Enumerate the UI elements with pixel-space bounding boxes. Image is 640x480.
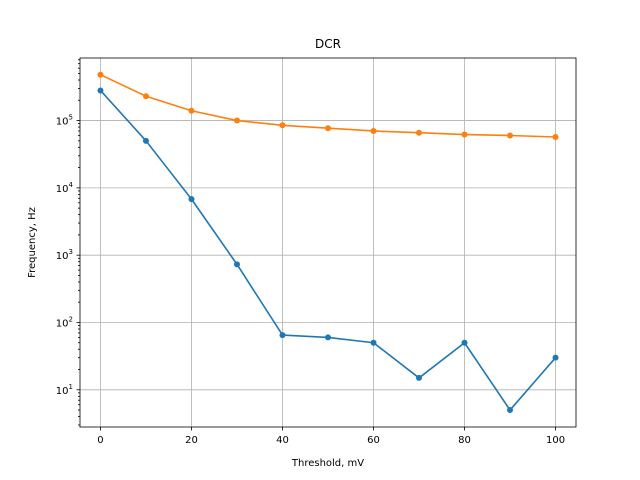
data-point (325, 334, 331, 341)
data-point (325, 125, 331, 132)
data-point (233, 261, 240, 268)
data-point (416, 374, 423, 381)
data-point (461, 131, 468, 138)
x-tick-label: 20 (185, 435, 198, 446)
data-point (97, 71, 104, 78)
data-point (97, 87, 104, 94)
data-point (188, 196, 195, 203)
y-tick-label: 102 (56, 315, 73, 329)
y-tick-label: 103 (56, 248, 73, 262)
x-axis: 0 20 40 60 80 100 (97, 427, 565, 446)
x-tick-label: 40 (276, 435, 289, 446)
chart-title: DCR (315, 37, 341, 51)
grid (80, 58, 576, 427)
y-tick-label: 105 (56, 114, 73, 128)
data-point (370, 339, 377, 346)
y-axis-label: Frequency, Hz (27, 207, 38, 278)
x-tick-label: 60 (367, 435, 380, 446)
series-2 (97, 71, 559, 140)
series-layer (97, 71, 559, 414)
y-tick-label: 101 (56, 383, 73, 397)
x-tick-label: 80 (458, 435, 471, 446)
plot-frame (79, 57, 577, 428)
data-point (142, 93, 149, 100)
data-point (370, 127, 377, 134)
y-axis: 101 102 103 104 105 (56, 59, 80, 426)
data-point (507, 407, 514, 414)
y-tick-label: 104 (56, 181, 74, 195)
series-1 (97, 87, 559, 414)
data-point (279, 122, 286, 129)
data-point (507, 132, 514, 139)
data-point (279, 332, 286, 339)
data-point (552, 354, 559, 361)
data-point (552, 133, 559, 140)
x-axis-label: Threshold, mV (291, 458, 364, 469)
data-point (188, 107, 195, 114)
data-point (233, 117, 240, 124)
x-tick-label: 100 (546, 435, 565, 446)
x-tick-label: 0 (97, 435, 103, 446)
data-point (416, 129, 423, 136)
data-point (142, 137, 149, 144)
data-point (461, 339, 468, 346)
